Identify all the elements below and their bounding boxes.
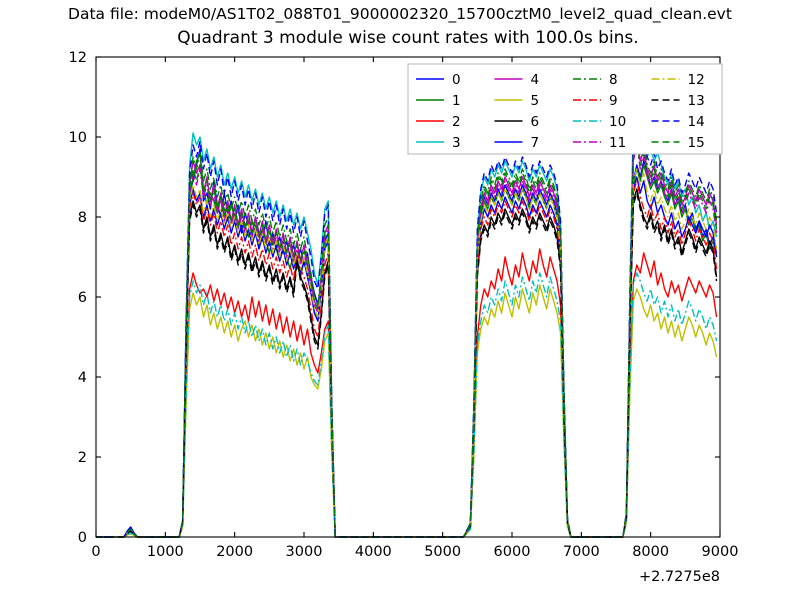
legend-label-9: 9 — [609, 93, 618, 109]
ytick-label: 0 — [78, 530, 87, 546]
ytick-label: 12 — [69, 50, 87, 66]
xtick-label: 8000 — [632, 544, 669, 560]
xtick-label: 5000 — [424, 544, 461, 560]
ytick-label: 2 — [78, 450, 87, 466]
legend-label-2: 2 — [452, 114, 461, 130]
legend-label-0: 0 — [452, 72, 461, 88]
legend-label-3: 3 — [452, 135, 461, 151]
ytick-label: 4 — [78, 370, 87, 386]
xtick-label: 9000 — [702, 544, 739, 560]
figure-suptitle: Data file: modeM0/AS1T02_088T01_90000023… — [68, 5, 732, 23]
legend-label-13: 13 — [688, 93, 705, 109]
legend-label-5: 5 — [531, 93, 540, 109]
tick-labels-layer: 0 1000 2000 3000 4000 5000 6000 7000 8000 9000 0 2 4… — [69, 50, 739, 585]
xtick-label: 2000 — [216, 544, 253, 560]
xtick-label: 7000 — [563, 544, 600, 560]
legend-label-12: 12 — [688, 72, 705, 88]
ytick-label: 6 — [78, 290, 87, 306]
series-line-10 — [96, 272, 718, 538]
ytick-label: 10 — [69, 130, 87, 146]
ytick-label: 8 — [78, 210, 87, 226]
legend-label-8: 8 — [609, 72, 618, 88]
data-lines-layer — [96, 96, 718, 538]
series-line-2 — [96, 248, 718, 538]
legend-label-14: 14 — [688, 114, 705, 130]
legend-label-15: 15 — [688, 135, 705, 151]
legend-label-10: 10 — [609, 114, 626, 130]
chart-title: Quadrant 3 module wise count rates with … — [177, 28, 639, 48]
legend-label-6: 6 — [531, 114, 540, 130]
xtick-label: 4000 — [355, 544, 392, 560]
xtick-label: 3000 — [286, 544, 323, 560]
x-axis-offset-text: +2.7275e8 — [639, 569, 720, 585]
series-line-12 — [96, 168, 718, 538]
legend-label-4: 4 — [531, 72, 540, 88]
legend-label-1: 1 — [452, 93, 461, 109]
xtick-label: 0 — [91, 544, 100, 560]
xtick-label: 1000 — [147, 544, 184, 560]
legend-label-11: 11 — [609, 135, 626, 151]
xtick-label: 6000 — [494, 544, 531, 560]
series-line-13 — [96, 192, 718, 538]
legend-label-7: 7 — [531, 135, 540, 151]
